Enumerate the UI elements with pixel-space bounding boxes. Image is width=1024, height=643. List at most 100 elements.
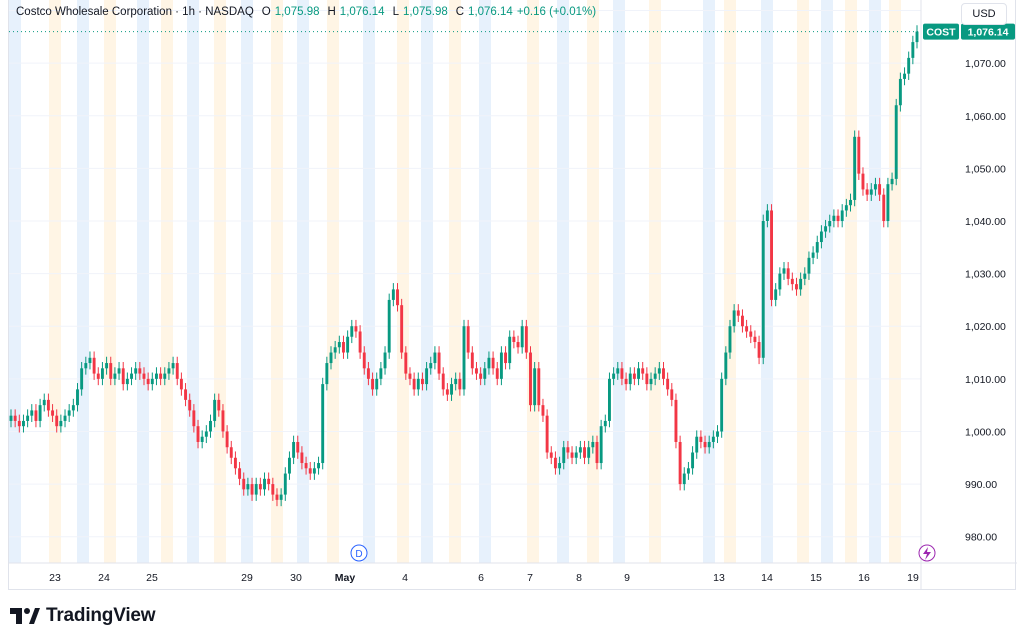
change-value: +0.16 (+0.01%) [516,6,597,18]
candle-body [275,494,279,500]
candle-body [92,357,96,374]
candle-body [321,384,325,464]
candle-body [628,373,632,385]
candle-body [778,273,782,290]
low-key: L [392,6,399,18]
session-stripe [137,0,149,563]
symbol-legend[interactable]: Costco Wholesale Corporation · 1h · NASD… [16,6,596,18]
candle-body [803,273,807,279]
candle-body [163,373,167,379]
candle-body [26,415,30,421]
candle-body [869,189,873,195]
candle-body [200,436,204,442]
dividend-marker: D [350,544,368,562]
candle-body [96,373,100,379]
candle-body [836,215,840,221]
candle-body [354,326,358,332]
candle-body [491,357,495,369]
candle-body [553,457,557,469]
candle-body [396,289,399,306]
candle-body [425,368,429,385]
price-axis-label: 1,070.00 [965,58,1006,70]
candle-body [657,368,661,374]
candle-body [67,410,71,416]
candle-body [632,373,636,379]
date-axis-label: 4 [402,572,408,584]
date-axis-label: 16 [858,572,870,584]
candle-body [55,415,59,427]
candle-body [765,210,769,221]
candle-body [445,389,449,395]
candle-body [304,463,308,469]
event-flash-icon [918,544,936,562]
candlestick-chart[interactable]: 1,080.001,070.001,060.001,050.001,040.00… [9,0,1017,590]
candle-body [217,399,221,411]
tradingview-logo[interactable]: TradingView [10,604,156,628]
candle-body [263,478,266,490]
session-stripe [241,0,253,563]
last-price-value-box [961,23,1015,40]
candle-body [138,368,142,374]
candle-body [682,473,686,485]
date-axis-label: 6 [478,572,484,584]
dividend-marker-label: D [355,549,362,560]
candle-body [670,389,674,400]
candle-body [583,447,586,458]
candle-body [109,363,113,379]
low-value: 1,075.98 [402,6,448,18]
candle-body [300,452,304,464]
session-stripe [271,0,283,563]
candle-body [853,136,857,200]
candle-body [537,368,541,406]
candle-body [105,363,109,369]
candle-body [150,378,154,385]
currency-button[interactable]: USD [961,3,1007,25]
candle-body [329,352,333,364]
candle-body [757,342,761,358]
candle-body [350,326,354,337]
candle-body [524,326,528,353]
candle-body [308,468,312,474]
candle-body [337,342,341,348]
candle-body [533,368,537,406]
candle-body [641,368,645,374]
candle-body [250,484,254,495]
session-stripe [703,0,715,563]
date-axis-label: 30 [290,572,302,584]
candle-body [383,352,387,369]
candle-body [59,420,63,427]
price-axis-label: 1,030.00 [965,269,1006,281]
candle-body [849,199,852,206]
candle-body [894,105,898,179]
price-axis-label: 1,010.00 [965,374,1006,386]
session-stripe [889,0,901,563]
candle-body [287,457,291,474]
chart-pane[interactable]: 1,080.001,070.001,060.001,050.001,040.00… [8,0,1017,590]
session-stripe [297,0,309,563]
candle-body [267,478,271,485]
symbol-title[interactable]: Costco Wholesale Corporation · 1h · NASD… [16,6,254,18]
candle-body [907,57,911,74]
candle-body [366,368,370,379]
candle-body [603,420,607,427]
candle-body [520,326,524,348]
candle-body [233,457,237,469]
candle-body [504,352,508,364]
candle-body [608,378,611,421]
candle-body [387,299,391,353]
candle-body [516,342,520,348]
candle-body [720,378,724,432]
date-axis-label: 19 [907,572,919,584]
candle-body [196,426,200,442]
candle-body [404,352,408,374]
date-axis-label: May [335,572,356,584]
last-price-value: 1,076.14 [968,27,1009,39]
date-axis-label: 23 [49,572,61,584]
candle-body [51,410,55,416]
date-axis-label: 25 [146,572,158,584]
candle-body [242,478,246,490]
candle-body [134,368,138,374]
candle-body [416,378,420,390]
candle-body [732,310,736,327]
candle-body [121,368,125,385]
